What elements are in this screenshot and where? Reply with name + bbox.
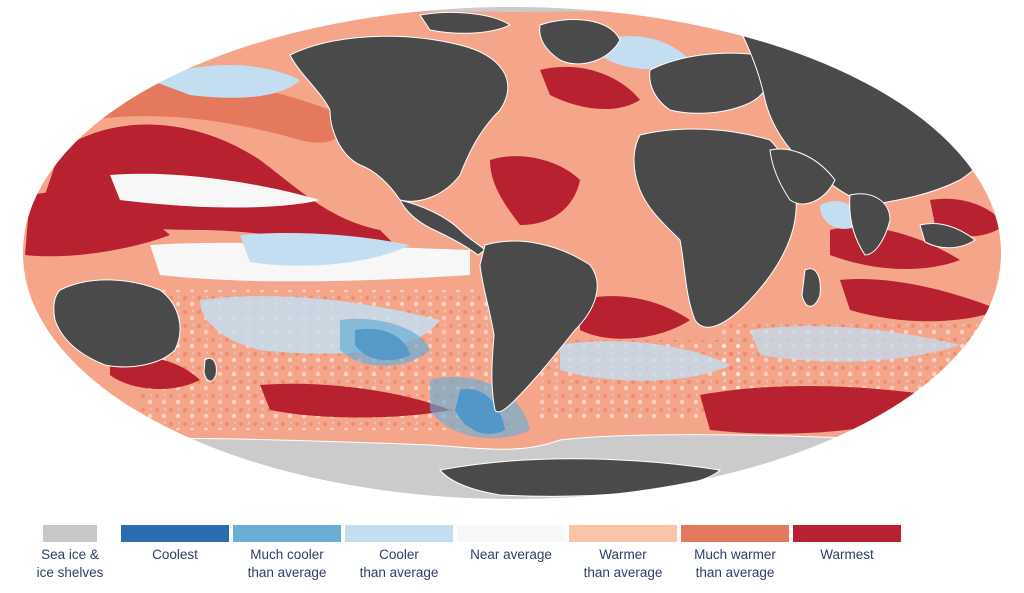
legend-item-sea-ice: Sea ice & ice shelves xyxy=(20,525,120,582)
legend-label-line1: Much cooler xyxy=(250,547,324,562)
legend-swatch-coolest xyxy=(121,525,229,542)
arctic-islands xyxy=(419,11,512,34)
legend-item-warmest: Warmest xyxy=(792,525,902,564)
legend: Sea ice & ice shelves Coolest Much cooler th… xyxy=(0,525,1024,593)
legend-item-near-average: Near average xyxy=(456,525,566,564)
anomaly-layer xyxy=(25,36,1002,439)
greenland xyxy=(539,19,621,65)
new-zealand xyxy=(203,357,217,382)
world-map xyxy=(21,5,1003,501)
anomaly-warmest-indian-ocean xyxy=(840,279,1000,322)
legend-item-warmer: Warmer than average xyxy=(568,525,678,582)
legend-label-line1: Sea ice & xyxy=(41,547,99,562)
japan xyxy=(974,138,991,167)
legend-label-cooler: Cooler than average xyxy=(344,546,454,582)
legend-label-warmer: Warmer than average xyxy=(568,546,678,582)
legend-swatch-warmer xyxy=(569,525,677,542)
anomaly-much-cooler-south-pacific xyxy=(340,318,430,366)
africa xyxy=(633,128,797,328)
legend-label-line1: Coolest xyxy=(152,547,198,562)
anomaly-cooler-alaska xyxy=(150,65,300,98)
antarctica-land xyxy=(439,458,722,497)
south-america xyxy=(479,240,598,413)
anomaly-cooler-southern-indian xyxy=(750,325,960,362)
legend-item-much-warmer: Much warmer than average xyxy=(680,525,790,582)
arctic-ice xyxy=(22,6,1002,18)
legend-item-coolest: Coolest xyxy=(120,525,230,564)
australia xyxy=(53,279,181,368)
legend-swatch-warmest xyxy=(793,525,901,542)
legend-label-line1: Much warmer xyxy=(694,547,776,562)
anomaly-cooler-south-atlantic xyxy=(560,341,730,381)
anomaly-warmest-north-atlantic xyxy=(540,66,640,110)
anomaly-near-average-mid-pacific xyxy=(110,173,320,208)
legend-swatch-sea-ice xyxy=(43,525,97,542)
legend-label-line1: Warmer xyxy=(599,547,647,562)
legend-item-cooler: Cooler than average xyxy=(344,525,454,582)
legend-label-warmest: Warmest xyxy=(792,546,902,564)
madagascar xyxy=(801,268,821,307)
legend-swatch-cooler xyxy=(345,525,453,542)
legend-swatch-much-warmer xyxy=(681,525,789,542)
legend-label-line1: Warmest xyxy=(820,547,874,562)
legend-label-sea-ice: Sea ice & ice shelves xyxy=(20,546,120,582)
legend-label-line1: Cooler xyxy=(379,547,419,562)
arabian-peninsula xyxy=(769,148,836,205)
globe-outline xyxy=(21,5,1003,501)
anomaly-warmest-caribbean xyxy=(490,156,580,225)
anomaly-warmest-south-pacific xyxy=(260,383,450,418)
anomaly-cooler-equator xyxy=(240,233,410,266)
legend-label-much-cooler: Much cooler than average xyxy=(232,546,342,582)
sea-surface-temperature-map xyxy=(21,5,1003,501)
legend-label-coolest: Coolest xyxy=(120,546,230,564)
anomaly-much-warmer-north-pacific xyxy=(90,79,340,143)
legend-label-much-warmer: Much warmer than average xyxy=(680,546,790,582)
anomaly-cooler-north-atlantic xyxy=(600,36,690,70)
legend-label-line1: Near average xyxy=(470,547,552,562)
legend-label-line2: than average xyxy=(583,565,663,580)
legend-label-line2: than average xyxy=(247,565,327,580)
legend-label-line2: than average xyxy=(695,565,775,580)
legend-label-line2: than average xyxy=(359,565,439,580)
north-america xyxy=(289,35,509,202)
anomaly-warmest-nw-pacific xyxy=(25,191,170,257)
anomaly-warmest-southern-ocean xyxy=(700,385,960,434)
legend-label-line2: ice shelves xyxy=(36,565,104,580)
southeast-asia-islands xyxy=(919,223,976,249)
map-globe xyxy=(22,6,1002,500)
legend-label-near-average: Near average xyxy=(456,546,566,564)
legend-item-much-cooler: Much cooler than average xyxy=(232,525,342,582)
legend-swatch-much-cooler xyxy=(233,525,341,542)
anomaly-warmest-south-atlantic xyxy=(580,296,690,339)
europe xyxy=(649,52,772,114)
legend-swatch-near-average xyxy=(457,525,565,542)
india xyxy=(849,193,891,256)
